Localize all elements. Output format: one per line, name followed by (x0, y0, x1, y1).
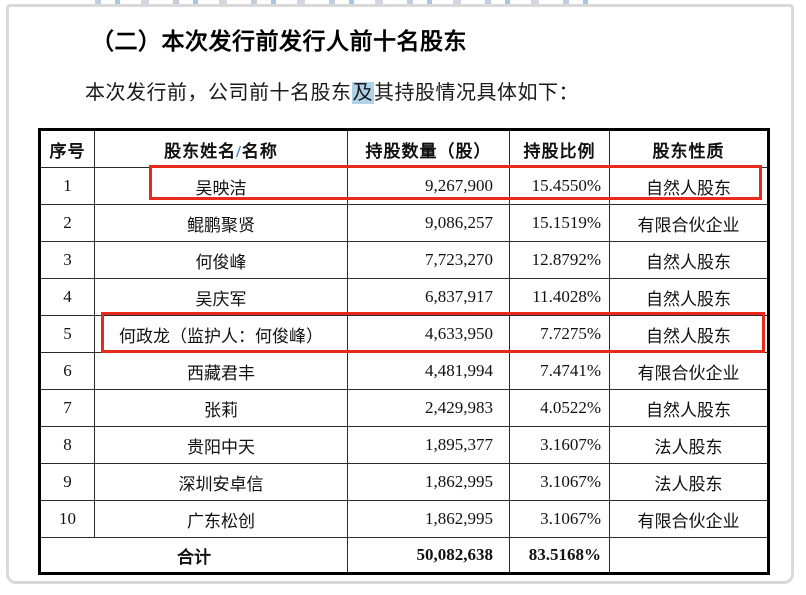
cell-nature: 自然人股东 (609, 315, 769, 353)
cell-ratio: 7.4741% (509, 352, 610, 390)
cell-shares: 4,481,994 (347, 352, 510, 390)
cell-shares: 9,086,257 (347, 204, 510, 242)
cell-shares: 4,633,950 (347, 315, 510, 353)
cell-no: 2 (39, 204, 95, 242)
cell-name: 何政龙（监护人：何俊峰） (94, 315, 348, 353)
section-heading: （二）本次发行前发行人前十名股东 (91, 28, 467, 54)
clipped-text-remnant (95, 0, 595, 4)
header-shares: 持股数量（股） (347, 129, 510, 168)
cell-nature: 有限合伙企业 (609, 500, 769, 538)
total-shares: 50,082,638 (347, 537, 510, 574)
cell-no: 4 (39, 278, 95, 316)
cell-no: 3 (39, 241, 95, 279)
total-nature (609, 537, 769, 574)
cell-name: 贵阳中天 (94, 426, 348, 464)
total-ratio: 83.5168% (509, 537, 610, 574)
cell-ratio: 12.8792% (509, 241, 610, 279)
header-name-left: 股东姓名 (164, 141, 237, 161)
cell-name: 张莉 (94, 389, 348, 427)
cell-shares: 7,723,270 (347, 241, 510, 279)
header-name-right: 名称 (241, 141, 278, 161)
total-label: 合计 (39, 537, 348, 574)
cell-shares: 2,429,983 (347, 389, 510, 427)
cell-nature: 法人股东 (609, 426, 769, 464)
table-row: 8 贵阳中天 1,895,377 3.1607% 法人股东 (39, 426, 769, 464)
cell-no: 7 (39, 389, 95, 427)
cell-name: 吴庆军 (94, 278, 348, 316)
cell-nature: 有限合伙企业 (609, 204, 769, 242)
cell-ratio: 3.1067% (509, 463, 610, 501)
intro-text-before: 本次发行前，公司前十名股东 (85, 82, 352, 104)
cell-nature: 有限合伙企业 (609, 352, 769, 390)
table-row: 3 何俊峰 7,723,270 12.8792% 自然人股东 (39, 241, 769, 279)
cell-ratio: 7.7275% (509, 315, 610, 353)
cell-ratio: 3.1067% (509, 500, 610, 538)
table-row: 9 深圳安卓信 1,862,995 3.1067% 法人股东 (39, 463, 769, 501)
cell-name: 西藏君丰 (94, 352, 348, 390)
table-header-row: 序号 股东姓名/名称 持股数量（股） 持股比例 股东性质 (39, 129, 769, 168)
cell-shares: 1,862,995 (347, 463, 510, 501)
cell-nature: 自然人股东 (609, 241, 769, 279)
cell-name: 吴映洁 (94, 167, 348, 205)
header-nature: 股东性质 (609, 129, 769, 168)
cell-no: 10 (39, 500, 95, 538)
cell-ratio: 11.4028% (509, 278, 610, 316)
header-name: 股东姓名/名称 (94, 129, 348, 168)
cell-no: 5 (39, 315, 95, 353)
cell-no: 9 (39, 463, 95, 501)
cell-name: 何俊峰 (94, 241, 348, 279)
table-row: 7 张莉 2,429,983 4.0522% 自然人股东 (39, 389, 769, 427)
shareholder-table-wrap: 序号 股东姓名/名称 持股数量（股） 持股比例 股东性质 1 吴映洁 9,267,9… (38, 128, 770, 575)
table-body: 1 吴映洁 9,267,900 15.4550% 自然人股东 2 鲲鹏聚贤 9,086,257… (39, 167, 769, 538)
cell-shares: 9,267,900 (347, 167, 510, 205)
selection-highlight: 及 (351, 82, 374, 104)
table-row: 1 吴映洁 9,267,900 15.4550% 自然人股东 (39, 167, 769, 205)
cell-ratio: 4.0522% (509, 389, 610, 427)
cell-no: 6 (39, 352, 95, 390)
table-row: 10 广东松创 1,862,995 3.1067% 有限合伙企业 (39, 500, 769, 538)
table-row: 4 吴庆军 6,837,917 11.4028% 自然人股东 (39, 278, 769, 316)
cell-nature: 法人股东 (609, 463, 769, 501)
total-row: 合计 50,082,638 83.5168% (39, 537, 769, 574)
table-row: 6 西藏君丰 4,481,994 7.4741% 有限合伙企业 (39, 352, 769, 390)
header-ratio: 持股比例 (509, 129, 610, 168)
shareholder-table: 序号 股东姓名/名称 持股数量（股） 持股比例 股东性质 1 吴映洁 9,267,9… (38, 128, 770, 575)
cell-ratio: 15.4550% (509, 167, 610, 205)
header-no: 序号 (39, 129, 95, 168)
table-row: 2 鲲鹏聚贤 9,086,257 15.1519% 有限合伙企业 (39, 204, 769, 242)
cell-ratio: 15.1519% (509, 204, 610, 242)
intro-paragraph: 本次发行前，公司前十名股东及其持股情况具体如下： (85, 76, 579, 105)
cell-name: 广东松创 (94, 500, 348, 538)
cell-no: 8 (39, 426, 95, 464)
cell-nature: 自然人股东 (609, 389, 769, 427)
cell-shares: 6,837,917 (347, 278, 510, 316)
cell-nature: 自然人股东 (609, 167, 769, 205)
cell-name: 深圳安卓信 (94, 463, 348, 501)
intro-text-after: 其持股情况具体如下： (374, 82, 579, 104)
cell-ratio: 3.1607% (509, 426, 610, 464)
header-name-slash: / (236, 141, 242, 161)
cell-name: 鲲鹏聚贤 (94, 204, 348, 242)
cell-no: 1 (39, 167, 95, 205)
cell-nature: 自然人股东 (609, 278, 769, 316)
cell-shares: 1,862,995 (347, 500, 510, 538)
cell-shares: 1,895,377 (347, 426, 510, 464)
table-row: 5 何政龙（监护人：何俊峰） 4,633,950 7.7275% 自然人股东 (39, 315, 769, 353)
